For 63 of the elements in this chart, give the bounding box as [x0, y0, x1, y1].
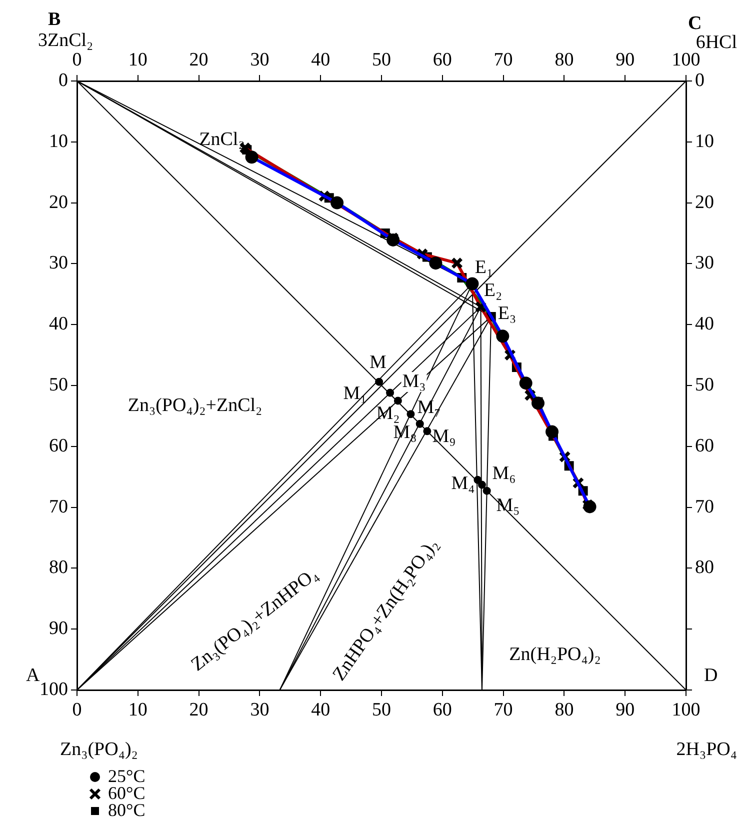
- x-tick-label: 40: [311, 699, 330, 720]
- x-tick-label: 60: [432, 699, 452, 720]
- x2-tick-label: 60: [432, 50, 452, 71]
- annotation: M₃: [402, 370, 426, 392]
- x-tick-label: 80: [554, 699, 574, 720]
- text: 3ZnCl₂: [38, 30, 94, 51]
- annotation: M₆: [492, 462, 516, 484]
- y-tick-label: 90: [49, 618, 68, 640]
- annotation: Zn₃(PO₄)₂+ZnCl₂: [128, 394, 262, 416]
- x2-tick-label: 10: [128, 50, 148, 71]
- y-tick-label: 20: [49, 192, 68, 213]
- annotation: E₃: [498, 302, 516, 324]
- y2-tick-label: 60: [695, 435, 714, 456]
- x2-tick-label: 0: [72, 50, 82, 71]
- x-tick-label: 30: [250, 699, 270, 720]
- text: D: [704, 664, 718, 686]
- y2-tick-label: 70: [695, 496, 714, 518]
- text: Zn₃(PO₄)₂: [60, 738, 138, 760]
- annotation: E₂: [484, 280, 502, 301]
- annotation: M₁: [343, 382, 367, 404]
- x2-tick-label: 90: [616, 50, 635, 71]
- x-tick-label: 10: [128, 699, 148, 720]
- annotation: M: [370, 352, 387, 373]
- x2-tick-label: 30: [250, 50, 270, 71]
- y-tick-label: 0: [58, 70, 68, 91]
- legend-label: 60°C: [108, 783, 146, 803]
- x-tick-label: 100: [672, 699, 700, 720]
- y-tick-label: 40: [49, 314, 68, 335]
- y2-tick-label: 30: [695, 252, 714, 274]
- text: C: [688, 12, 702, 34]
- y2-tick-label: 40: [695, 314, 714, 335]
- y-tick-label: 80: [49, 557, 68, 578]
- x-tick-label: 20: [189, 699, 208, 720]
- legend-label: 80°C: [108, 800, 146, 820]
- x-tick-label: 0: [72, 699, 82, 720]
- x2-tick-label: 20: [189, 50, 208, 71]
- y2-tick-label: 50: [695, 374, 714, 396]
- y2-tick-label: 10: [695, 130, 714, 152]
- x2-tick-label: 70: [494, 50, 513, 71]
- y-tick-label: 10: [49, 130, 68, 152]
- text: 2H₃PO₄: [676, 738, 737, 760]
- annotation: E₁: [474, 256, 494, 278]
- x2-tick-label: 40: [311, 50, 330, 71]
- text: B: [48, 8, 61, 30]
- legend-label: 25°C: [108, 766, 146, 786]
- text: A: [26, 664, 40, 686]
- x2-tick-label: 50: [372, 50, 391, 71]
- y-tick-label: 50: [49, 374, 68, 396]
- y-tick-label: 70: [49, 496, 68, 518]
- annotation: Zn(H₂PO₄)₂: [509, 644, 601, 665]
- y2-tick-label: 80: [695, 557, 714, 578]
- y-tick-label: 100: [40, 678, 68, 700]
- y-tick-label: 30: [49, 252, 68, 274]
- x-tick-label: 50: [372, 699, 391, 720]
- y2-tick-label: 20: [695, 192, 714, 213]
- y-tick-label: 60: [49, 435, 68, 456]
- annotation: M₉: [432, 426, 456, 447]
- x2-tick-label: 80: [554, 50, 574, 71]
- annotation: ZnCl₂: [199, 128, 245, 150]
- annotation: M₄: [451, 472, 475, 494]
- x-tick-label: 90: [616, 699, 635, 720]
- y2-tick-label: 0: [695, 70, 704, 91]
- x-tick-label: 70: [494, 699, 513, 720]
